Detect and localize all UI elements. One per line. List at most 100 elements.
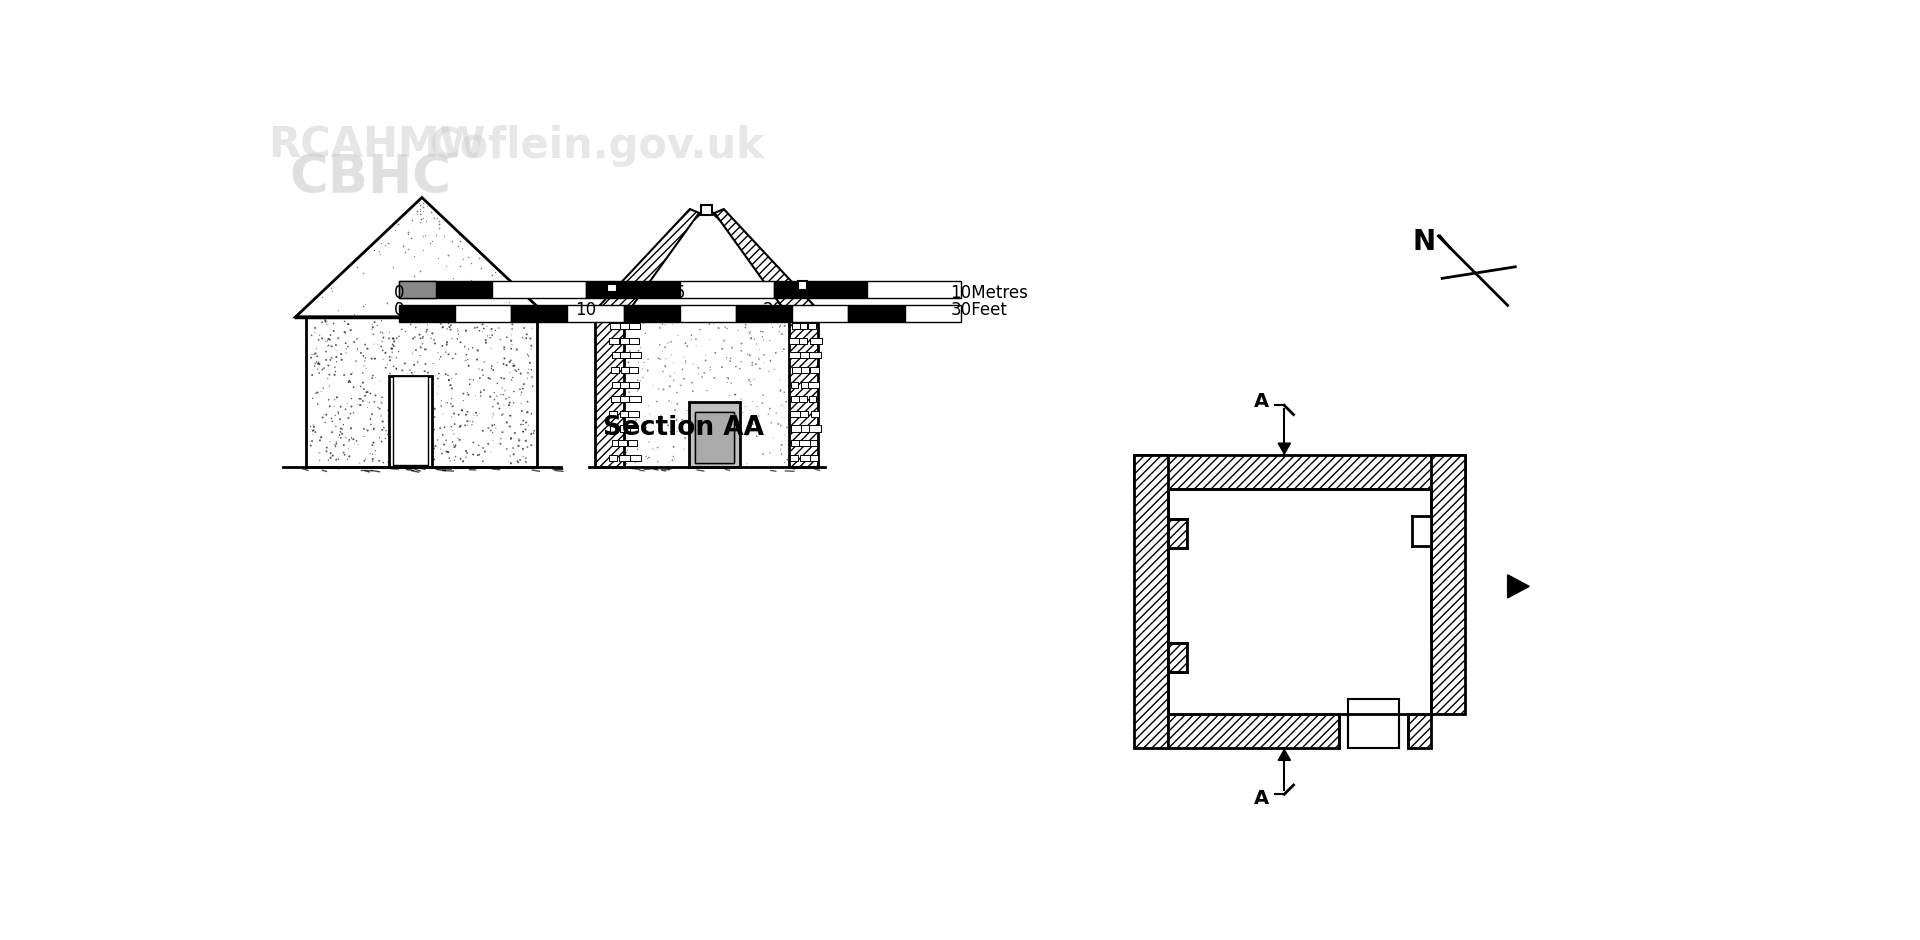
Point — [480, 420, 511, 435]
Point — [394, 242, 424, 257]
Point — [486, 332, 516, 347]
Point — [720, 433, 751, 448]
Point — [420, 336, 451, 351]
Point — [415, 331, 445, 346]
Point — [674, 427, 705, 442]
Point — [507, 381, 538, 396]
Point — [405, 206, 436, 221]
Point — [374, 331, 405, 346]
Point — [417, 233, 447, 248]
Point — [432, 335, 463, 350]
Point — [355, 417, 386, 432]
Point — [499, 363, 530, 378]
Point — [376, 345, 407, 360]
Point — [330, 431, 361, 446]
Point — [620, 320, 651, 335]
Point — [334, 373, 365, 388]
Point — [666, 413, 697, 428]
Point — [459, 321, 490, 336]
Point — [298, 433, 328, 448]
Point — [390, 375, 420, 390]
Point — [653, 417, 684, 432]
Point — [724, 450, 755, 465]
Bar — [620, 337, 630, 344]
Point — [457, 417, 488, 432]
Point — [478, 406, 509, 421]
Point — [409, 391, 440, 406]
Point — [440, 438, 470, 453]
Bar — [399, 281, 493, 298]
Point — [409, 364, 440, 379]
Point — [449, 288, 480, 303]
Point — [401, 207, 432, 222]
Point — [480, 322, 511, 337]
Bar — [628, 411, 639, 417]
Point — [332, 317, 363, 332]
Point — [436, 391, 467, 406]
Point — [374, 352, 405, 368]
Point — [411, 444, 442, 459]
Point — [637, 441, 668, 456]
Point — [342, 332, 372, 347]
Point — [348, 299, 378, 314]
Point — [467, 324, 497, 339]
Point — [511, 331, 541, 346]
Point — [649, 382, 680, 397]
Bar — [630, 455, 641, 461]
Point — [357, 407, 388, 422]
Point — [708, 333, 739, 348]
Bar — [618, 440, 626, 446]
Point — [432, 445, 463, 460]
Point — [372, 402, 403, 417]
Bar — [1167, 714, 1338, 748]
Point — [741, 356, 772, 371]
Bar — [810, 367, 818, 373]
Point — [380, 351, 411, 366]
Point — [455, 372, 486, 387]
Point — [336, 431, 367, 446]
Point — [486, 436, 516, 451]
Point — [659, 451, 689, 466]
Point — [714, 351, 745, 366]
Point — [505, 382, 536, 397]
Point — [457, 415, 488, 430]
Point — [611, 456, 641, 471]
Point — [422, 250, 453, 265]
Point — [630, 326, 660, 341]
Point — [695, 359, 726, 374]
Point — [449, 353, 480, 368]
Point — [321, 408, 351, 423]
Point — [382, 400, 413, 415]
Point — [444, 419, 474, 434]
Point — [357, 327, 388, 342]
Bar — [689, 401, 739, 467]
Point — [722, 315, 753, 330]
Point — [672, 403, 703, 418]
Point — [684, 446, 714, 462]
Point — [492, 415, 522, 430]
Point — [705, 446, 735, 462]
Point — [687, 396, 718, 411]
Point — [315, 399, 346, 414]
Point — [367, 434, 397, 449]
Point — [376, 350, 407, 365]
Point — [659, 373, 689, 388]
Point — [428, 228, 459, 243]
Point — [643, 440, 674, 455]
Point — [420, 368, 451, 384]
Point — [628, 422, 659, 437]
Point — [447, 393, 478, 408]
Point — [509, 449, 540, 464]
Point — [643, 351, 674, 366]
Point — [409, 369, 440, 384]
Point — [482, 388, 513, 403]
Point — [699, 370, 730, 385]
Point — [747, 387, 778, 402]
Point — [472, 420, 503, 435]
Point — [396, 230, 426, 245]
Point — [355, 386, 386, 401]
Point — [676, 328, 707, 343]
Point — [440, 347, 470, 362]
Point — [440, 416, 470, 431]
Bar — [791, 440, 801, 446]
